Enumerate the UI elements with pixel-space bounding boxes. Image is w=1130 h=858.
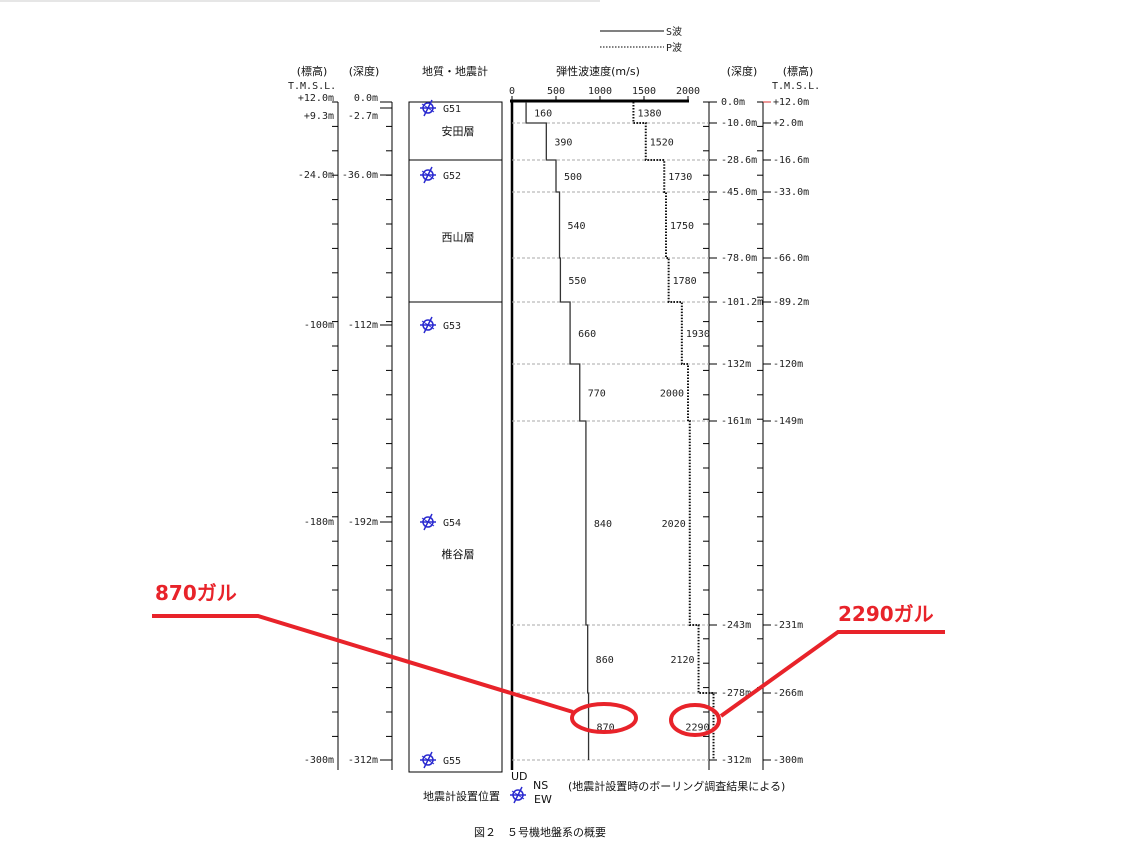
left-depth-label: -36.0m [342, 170, 378, 181]
velocity-tick-label: 1000 [588, 86, 612, 97]
header-left-elevation: (標高) [297, 64, 328, 78]
geology-column [408, 101, 503, 773]
s-wave-value: 870 [597, 723, 615, 734]
left-depth-label: 0.0m [354, 93, 378, 104]
annotation-870-gal: 870ガル [155, 581, 237, 605]
s-wave-profile [525, 102, 590, 760]
velocity-tick-label: 0 [509, 86, 515, 97]
seismometer-icon [420, 166, 436, 184]
p-wave-value: 1380 [637, 109, 661, 120]
s-wave-value: 840 [594, 519, 612, 530]
right-elevation-label: -66.0m [773, 253, 809, 264]
callout-line-right [719, 630, 945, 718]
tmsl-right-label: T.M.S.L. [772, 81, 820, 92]
left-elevation-label: +9.3m [304, 111, 334, 122]
s-wave-value: 770 [588, 389, 606, 400]
p-wave-value: 2000 [660, 389, 684, 400]
header-geology: 地質・地震計 [422, 64, 488, 78]
s-wave-value: 390 [554, 138, 572, 149]
p-wave-value: 2290 [685, 723, 709, 734]
right-elevation-label: -120m [773, 359, 803, 370]
s-wave-legend-label: S波 [666, 25, 682, 38]
header-left-depth: (深度) [349, 64, 380, 78]
header-right-elevation: (標高) [783, 64, 814, 78]
right-elevation-label: -300m [773, 755, 803, 766]
highlight-ellipse-s-wave [570, 702, 638, 734]
p-wave-value: 1520 [650, 138, 674, 149]
left-elevation-label: +12.0m [298, 93, 334, 104]
seismometer-legend-label: 地震計設置位置 [423, 789, 500, 803]
velocity-tick-label: 1500 [632, 86, 656, 97]
right-elevation-label: -266m [773, 688, 803, 699]
seismometer-label: G52 [443, 171, 461, 182]
callout-line-left [152, 614, 574, 714]
right-depth-label: -278m [721, 688, 751, 699]
left-depth-label: -312m [348, 755, 378, 766]
left-depth-label: -192m [348, 517, 378, 528]
p-wave-value: 1930 [686, 329, 710, 340]
seismometer-icon [420, 751, 436, 769]
right-elevation-label: -89.2m [773, 297, 809, 308]
right-depth-label: -45.0m [721, 187, 757, 198]
s-wave-value: 550 [568, 276, 586, 287]
p-wave-value: 2020 [662, 519, 686, 530]
left-elevation-label: -180m [304, 517, 334, 528]
right-depth-label: -10.0m [721, 118, 757, 129]
tmsl-left-label: T.M.S.L. [288, 81, 336, 92]
right-depth-label: -132m [721, 359, 751, 370]
ud-label: UD [511, 770, 528, 783]
s-wave-value: 540 [568, 221, 586, 232]
ew-label: EW [534, 793, 552, 806]
seismometer-icon [420, 513, 436, 531]
p-wave-value: 1730 [668, 172, 692, 183]
right-elevation-label: -231m [773, 620, 803, 631]
velocity-tick-label: 500 [547, 86, 565, 97]
seismometer-label: G51 [443, 104, 461, 115]
right-elevation-label: -16.6m [773, 155, 809, 166]
left-elevation-label: -100m [304, 320, 334, 331]
seismometer-label: G53 [443, 321, 461, 332]
header-velocity: 弾性波速度(m/s) [556, 64, 640, 78]
s-wave-value: 500 [564, 172, 582, 183]
figure-caption: 図２ ５号機地盤系の概要 [474, 825, 606, 839]
annotation-2290-gal: 2290ガル [838, 602, 934, 626]
left-depth-label: -2.7m [348, 111, 378, 122]
right-depth-label: -312m [721, 755, 751, 766]
right-depth-label: -161m [721, 416, 751, 427]
right-depth-label: -243m [721, 620, 751, 631]
p-wave-value: 2120 [670, 655, 694, 666]
survey-note: (地震計設置時のボーリング調査結果による) [568, 779, 785, 793]
velocity-tick-label: 2000 [676, 86, 700, 97]
seismometer-label: G54 [443, 518, 461, 529]
left-elevation-label: -24.0m [298, 170, 334, 181]
left-elevation-label: -300m [304, 755, 334, 766]
seismometer-legend-icon [510, 786, 526, 804]
right-depth-label: 0.0m [721, 97, 745, 108]
seismometer-label: G55 [443, 756, 461, 767]
p-wave-profile [632, 102, 715, 760]
left-depth-label: -112m [348, 320, 378, 331]
p-wave-legend-label: P波 [666, 41, 682, 54]
ns-label: NS [533, 779, 548, 792]
right-depth-label: -28.6m [721, 155, 757, 166]
right-elevation-label: +12.0m [773, 97, 809, 108]
highlight-ellipse-p-wave [669, 703, 721, 737]
seismometer-icon [420, 99, 436, 117]
right-elevation-label: -33.0m [773, 187, 809, 198]
p-wave-value: 1750 [670, 221, 694, 232]
shiiya-layer-label: 椎谷層 [442, 547, 475, 561]
nishiyama-layer-label: 西山層 [442, 231, 475, 244]
p-wave-value: 1780 [673, 276, 697, 287]
right-elevation-label: -149m [773, 416, 803, 427]
right-elevation-label: +2.0m [773, 118, 803, 129]
s-wave-value: 160 [534, 109, 552, 120]
seismometer-icon [420, 316, 436, 334]
right-depth-label: -101.2m [721, 297, 763, 308]
s-wave-value: 660 [578, 329, 596, 340]
header-right-depth: (深度) [727, 64, 758, 78]
right-depth-label: -78.0m [721, 253, 757, 264]
yasuda-layer-label: 安田層 [442, 124, 475, 138]
s-wave-value: 860 [596, 655, 614, 666]
